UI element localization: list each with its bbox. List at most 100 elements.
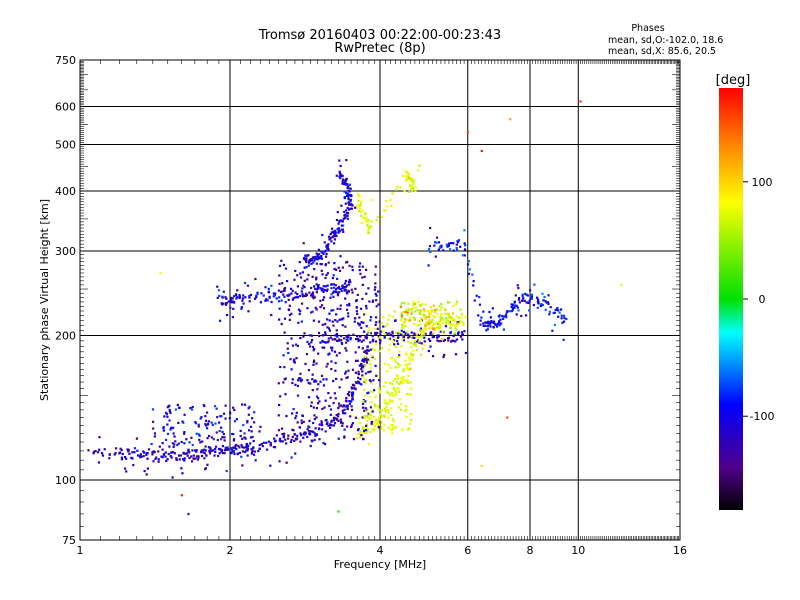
data-point [328,312,331,315]
data-point [346,185,350,188]
data-point [479,319,482,322]
data-point [435,308,438,311]
data-point [357,206,360,209]
data-point [409,184,412,187]
data-point [278,274,281,277]
data-point [282,354,285,357]
data-point [327,424,330,427]
data-point [437,241,441,244]
data-point [330,309,333,312]
data-point [371,423,374,426]
data-point [344,372,347,375]
data-point [336,210,339,214]
y-tick-label: 75 [62,534,76,547]
data-point [291,289,294,292]
data-point [368,395,372,398]
data-point [340,339,343,342]
data-point [392,379,395,383]
data-point [258,447,261,450]
data-point [458,316,461,319]
data-point [359,363,363,366]
data-point [467,260,470,263]
data-point [253,421,256,424]
data-point [411,358,414,361]
data-point [293,433,296,436]
data-point [438,246,442,249]
data-point [373,429,376,432]
data-point [336,287,339,290]
data-point [321,340,324,343]
data-point [349,338,352,341]
y-tick-label: 600 [55,101,76,114]
data-point [240,306,244,309]
data-point [329,396,332,399]
data-point [325,365,328,368]
data-point [366,333,369,336]
data-point [540,303,543,306]
data-point [343,180,347,183]
data-point [418,320,422,323]
data-point [489,321,493,324]
data-point [258,430,261,433]
data-point [308,345,312,348]
data-point [329,233,332,236]
data-point [522,296,525,300]
data-point [553,323,556,327]
data-point [281,440,284,443]
data-point [243,281,247,285]
data-point [217,421,221,424]
data-point [298,426,301,429]
y-tick-label: 750 [55,54,76,67]
data-point [414,342,417,345]
data-point [354,388,357,391]
data-point [172,445,175,448]
data-point [239,434,242,438]
data-point [191,460,194,463]
data-point [319,262,322,266]
data-point [356,380,360,383]
data-point [339,418,342,421]
data-point [284,267,288,270]
data-point [288,318,291,321]
data-point [389,399,392,402]
data-point [391,330,394,333]
data-point [435,236,439,239]
data-point [242,302,245,305]
data-point [343,285,346,289]
data-point [525,293,528,296]
data-point [312,297,315,300]
data-point [355,338,358,341]
data-point [152,460,155,463]
data-point [332,309,335,312]
data-point [318,334,321,338]
data-point [365,336,369,339]
data-point [413,339,416,343]
data-point [305,257,308,260]
data-point [192,454,195,457]
data-point [334,319,337,322]
data-point [401,174,404,178]
data-point [336,227,339,231]
data-point [371,410,374,413]
data-point [340,334,343,338]
data-point [365,378,368,381]
data-point [411,353,415,356]
data-point [385,409,389,412]
data-point [307,381,310,385]
data-point [183,413,186,416]
data-point [167,452,170,456]
data-point [270,313,273,317]
data-point [455,322,459,325]
data-point [405,408,408,411]
data-point [579,100,582,103]
data-point [201,449,204,452]
data-point [378,418,381,421]
data-point [401,380,404,383]
data-point [323,250,327,253]
data-point [398,398,402,401]
data-point [442,318,445,322]
data-point [327,248,330,252]
data-point [364,211,367,215]
data-point [429,226,432,230]
data-point [317,331,321,335]
